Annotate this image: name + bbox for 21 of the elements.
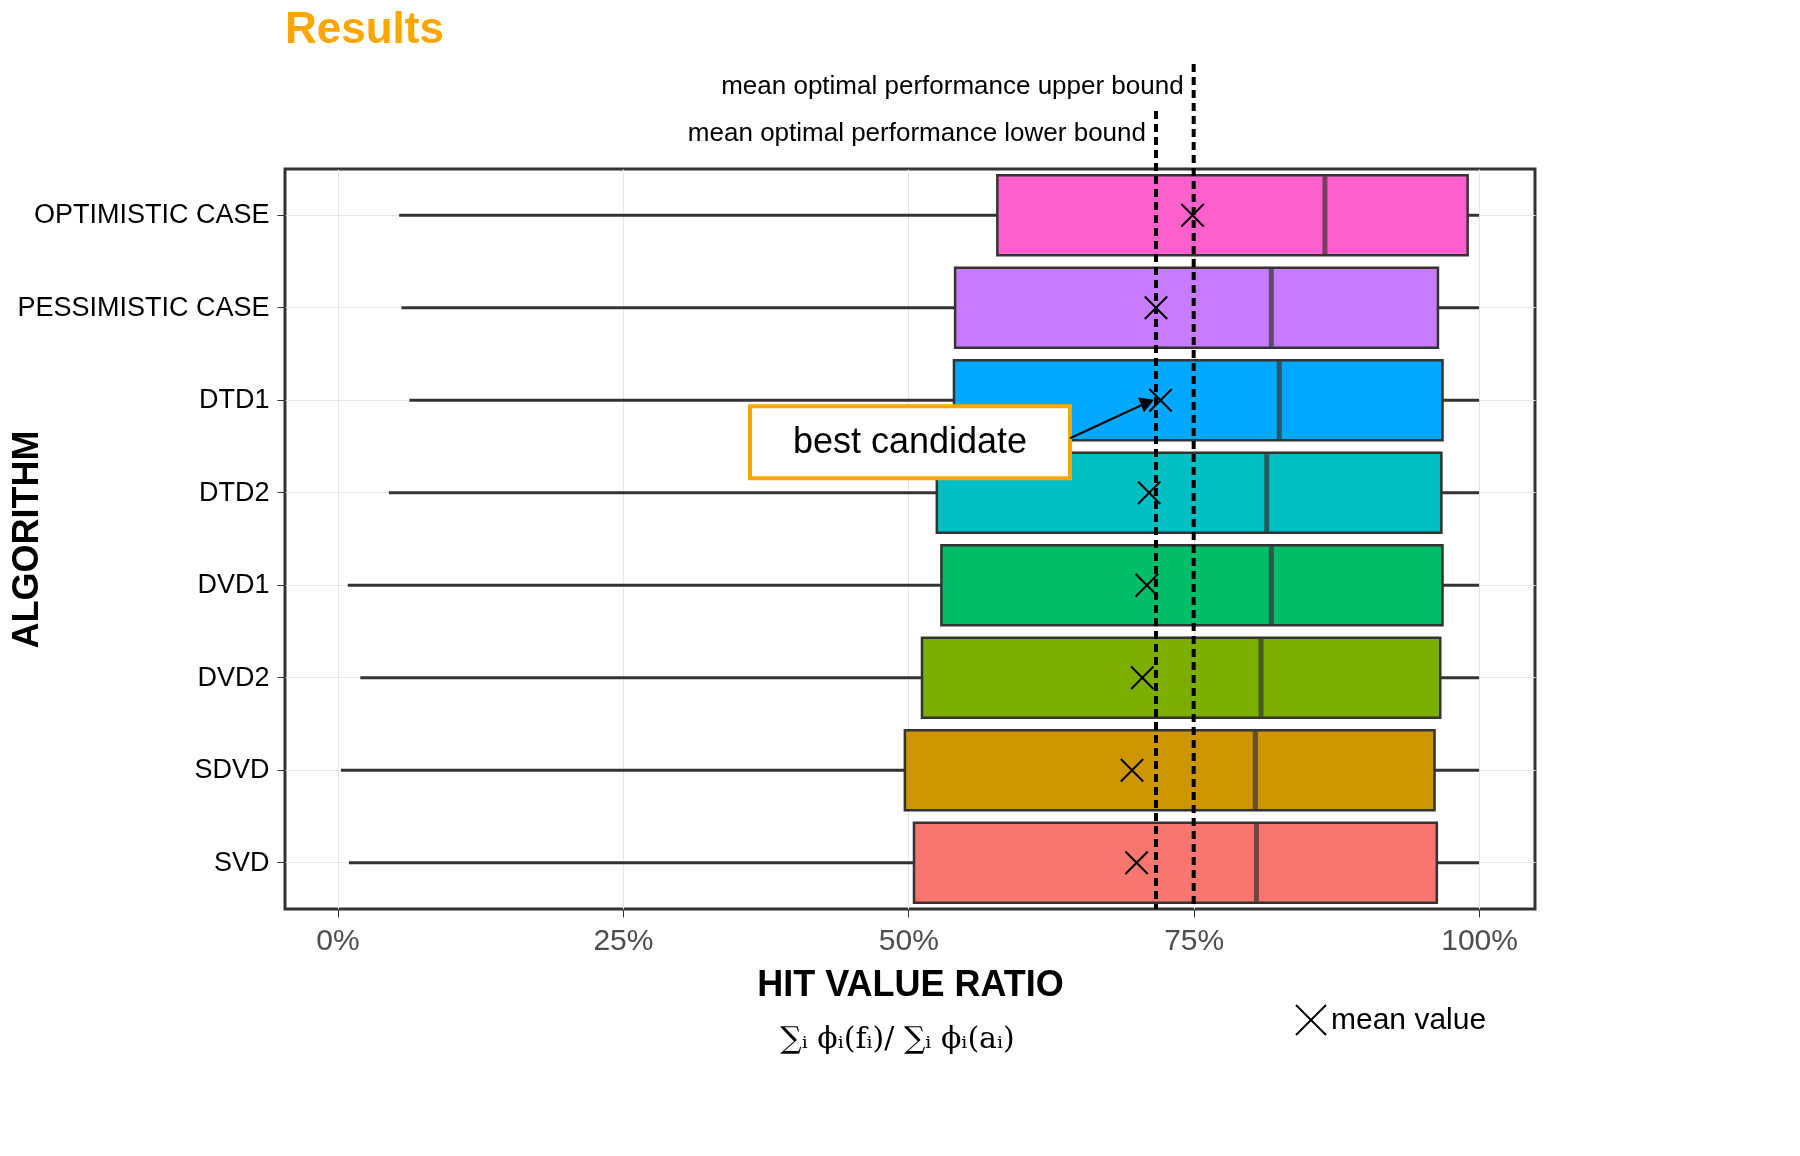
- x-tick-label: 25%: [593, 922, 654, 956]
- chart-title: Results: [285, 3, 444, 52]
- y-tick-label: SVD: [213, 846, 270, 877]
- text: mean value: [1331, 1002, 1487, 1035]
- text: ∑ᵢ ϕᵢ(fᵢ)/ ∑ᵢ ϕᵢ(aᵢ): [780, 1020, 1015, 1055]
- x-tick-label: 100%: [1441, 922, 1518, 956]
- x-tick-label: 0%: [316, 922, 360, 956]
- y-tick-label: DVD1: [197, 569, 270, 600]
- y-tick-label: DTD2: [198, 476, 270, 507]
- x-tick-label: 75%: [1164, 922, 1225, 956]
- ref-line-label: mean optimal performance upper bound: [721, 70, 1184, 100]
- y-tick-label: PESSIMISTIC CASE: [17, 291, 270, 322]
- ref-line-label: mean optimal performance lower bound: [687, 117, 1146, 147]
- y-tick-label: SDVD: [194, 754, 270, 785]
- y-tick-label: OPTIMISTIC CASE: [33, 199, 270, 230]
- x-tick-label: 50%: [878, 922, 939, 956]
- y-tick-label: DTD1: [198, 384, 270, 415]
- y-axis-title: ALGORITHM: [4, 430, 46, 649]
- annotation: best candidate: [792, 420, 1028, 462]
- x-axis-title: HIT VALUE RATIO: [757, 962, 1064, 1004]
- y-tick-label: DVD2: [197, 661, 270, 692]
